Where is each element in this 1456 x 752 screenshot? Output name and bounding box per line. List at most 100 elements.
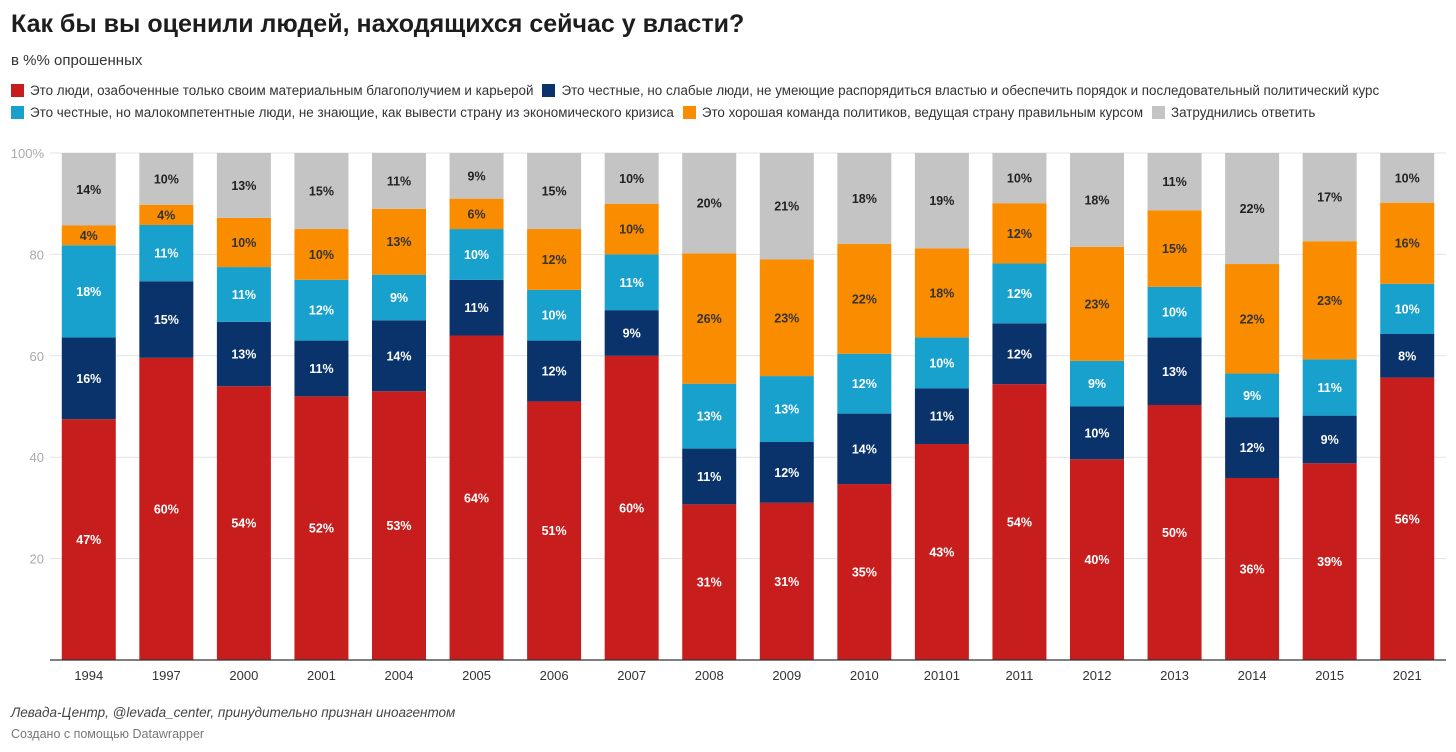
data-label-2001-s3: 10%	[309, 248, 334, 262]
bar-segment-2006-s1	[527, 340, 582, 402]
data-label-2009-s1: 12%	[774, 466, 799, 480]
bar-segment-2007-s0	[604, 355, 659, 660]
legend-label-careerists: Это люди, озабоченные только своим матер…	[30, 82, 534, 98]
bar-segment-20101-s3	[914, 248, 969, 338]
data-label-2011-s2: 12%	[1007, 287, 1032, 301]
data-label-2005-s4: 9%	[468, 169, 486, 183]
data-label-2012-s0: 40%	[1084, 553, 1109, 567]
data-label-2015-s1: 9%	[1321, 433, 1339, 447]
legend-item-honest-incompetent: Это честные, но малокомпетентные люди, н…	[11, 104, 674, 120]
data-label-2007-s3: 10%	[619, 223, 644, 237]
bar-segment-1997-s0	[139, 357, 194, 660]
bar-segment-2008-s4	[682, 153, 737, 254]
bar-segment-2009-s0	[759, 502, 814, 660]
bar-segment-2000-s4	[216, 153, 271, 218]
data-label-1994-s1: 16%	[76, 372, 101, 386]
bar-segment-2021-s1	[1380, 333, 1435, 378]
bar-segment-1994-s0	[61, 419, 116, 660]
data-label-2005-s3: 6%	[468, 207, 486, 221]
data-label-2014-s0: 36%	[1240, 562, 1265, 576]
bar-segment-1997-s3	[139, 204, 194, 225]
bar-segment-2013-s2	[1147, 286, 1202, 338]
bar-segment-2000-s1	[216, 321, 271, 387]
data-label-2004-s0: 53%	[386, 519, 411, 533]
legend-label-honest-weak: Это честные, но слабые люди, не умеющие …	[561, 82, 1380, 98]
chart-title: Как бы вы оценили людей, находящихся сей…	[11, 10, 745, 38]
data-label-2001-s4: 15%	[309, 185, 334, 199]
data-label-1997-s0: 60%	[154, 502, 179, 516]
data-label-2005-s0: 64%	[464, 491, 489, 505]
data-label-2007-s0: 60%	[619, 501, 644, 515]
bar-segment-2011-s2	[992, 263, 1047, 324]
x-tick-label-1997: 1997	[152, 668, 181, 683]
x-tick-label-2005: 2005	[462, 668, 491, 683]
x-tick-label-2006: 2006	[540, 668, 569, 683]
data-label-20101-s0: 43%	[929, 546, 954, 560]
x-tick-label-2021: 2021	[1393, 668, 1422, 683]
data-label-2011-s0: 54%	[1007, 516, 1032, 530]
bar-segment-2008-s3	[682, 253, 737, 384]
data-label-2013-s1: 13%	[1162, 365, 1187, 379]
bar-segment-2011-s1	[992, 323, 1047, 385]
data-label-2014-s4: 22%	[1240, 202, 1265, 216]
data-label-2010-s3: 22%	[852, 292, 877, 306]
data-label-2000-s0: 54%	[231, 517, 256, 531]
data-label-2010-s0: 35%	[852, 566, 877, 580]
data-label-2021-s2: 10%	[1395, 302, 1420, 316]
data-label-2008-s1: 11%	[697, 470, 721, 484]
x-tick-label-2008: 2008	[695, 668, 724, 683]
bar-segment-2004-s2	[372, 274, 426, 321]
bar-segment-2000-s3	[216, 217, 271, 268]
bar-segment-2009-s4	[759, 153, 814, 260]
x-tick-label-1994: 1994	[74, 668, 103, 683]
bar-segment-2015-s0	[1302, 463, 1357, 660]
bar-segment-2015-s2	[1302, 359, 1357, 416]
source-note: Левада-Центр, @levada_center, принудител…	[11, 705, 456, 720]
bar-segment-2006-s0	[527, 401, 582, 660]
bar-segment-2006-s4	[527, 153, 582, 230]
data-label-2015-s2: 11%	[1317, 381, 1341, 395]
bar-segment-2008-s2	[682, 383, 737, 449]
bar-segment-2000-s2	[216, 267, 271, 322]
y-tick-label-80: 80	[30, 247, 44, 262]
data-label-2004-s1: 14%	[386, 349, 411, 363]
data-label-2010-s2: 12%	[852, 377, 877, 391]
bar-segment-2021-s3	[1380, 202, 1435, 284]
bar-segment-2009-s2	[759, 376, 814, 442]
data-label-2011-s1: 12%	[1007, 347, 1032, 361]
bar-segment-2007-s4	[604, 153, 659, 204]
legend-item-good-team: Это хорошая команда политиков, ведущая с…	[682, 104, 1143, 120]
data-label-2004-s3: 13%	[386, 235, 411, 249]
data-label-2000-s3: 10%	[231, 236, 256, 250]
bar-segment-2011-s3	[992, 203, 1047, 264]
y-tick-label-100: 100%	[11, 146, 45, 161]
x-tick-label-2013: 2013	[1160, 668, 1189, 683]
data-label-20101-s4: 19%	[929, 194, 954, 208]
bar-segment-2012-s2	[1070, 360, 1124, 407]
data-label-2007-s2: 11%	[619, 276, 643, 290]
bar-segment-2015-s1	[1302, 415, 1357, 464]
bar-segment-2010-s0	[837, 484, 892, 660]
bar-segment-2015-s3	[1302, 241, 1357, 360]
data-label-2021-s1: 8%	[1398, 349, 1416, 363]
x-tick-label-2009: 2009	[772, 668, 801, 683]
data-label-20101-s2: 10%	[929, 356, 954, 370]
data-label-2000-s4: 13%	[231, 179, 256, 193]
datawrapper-credit: Создано с помощью Datawrapper	[11, 727, 205, 741]
bar-segment-2005-s0	[449, 335, 504, 660]
bar-segment-2001-s4	[294, 153, 349, 230]
data-label-2004-s4: 11%	[387, 174, 411, 188]
x-tick-label-20101: 20101	[924, 668, 960, 683]
x-tick-label-2000: 2000	[229, 668, 258, 683]
bar-segment-2012-s0	[1070, 459, 1124, 660]
data-label-2006-s3: 12%	[542, 253, 567, 267]
data-label-2007-s1: 9%	[623, 326, 641, 340]
bar-segment-2008-s1	[682, 448, 737, 505]
bar-segment-1994-s2	[61, 245, 116, 338]
bar-segment-2006-s3	[527, 229, 582, 290]
data-label-1997-s2: 11%	[154, 247, 178, 261]
bar-segment-2004-s4	[372, 153, 426, 209]
legend-label-undecided: Затруднились ответить	[1171, 104, 1316, 120]
bar-segment-2013-s3	[1147, 210, 1202, 287]
x-tick-label-2007: 2007	[617, 668, 646, 683]
